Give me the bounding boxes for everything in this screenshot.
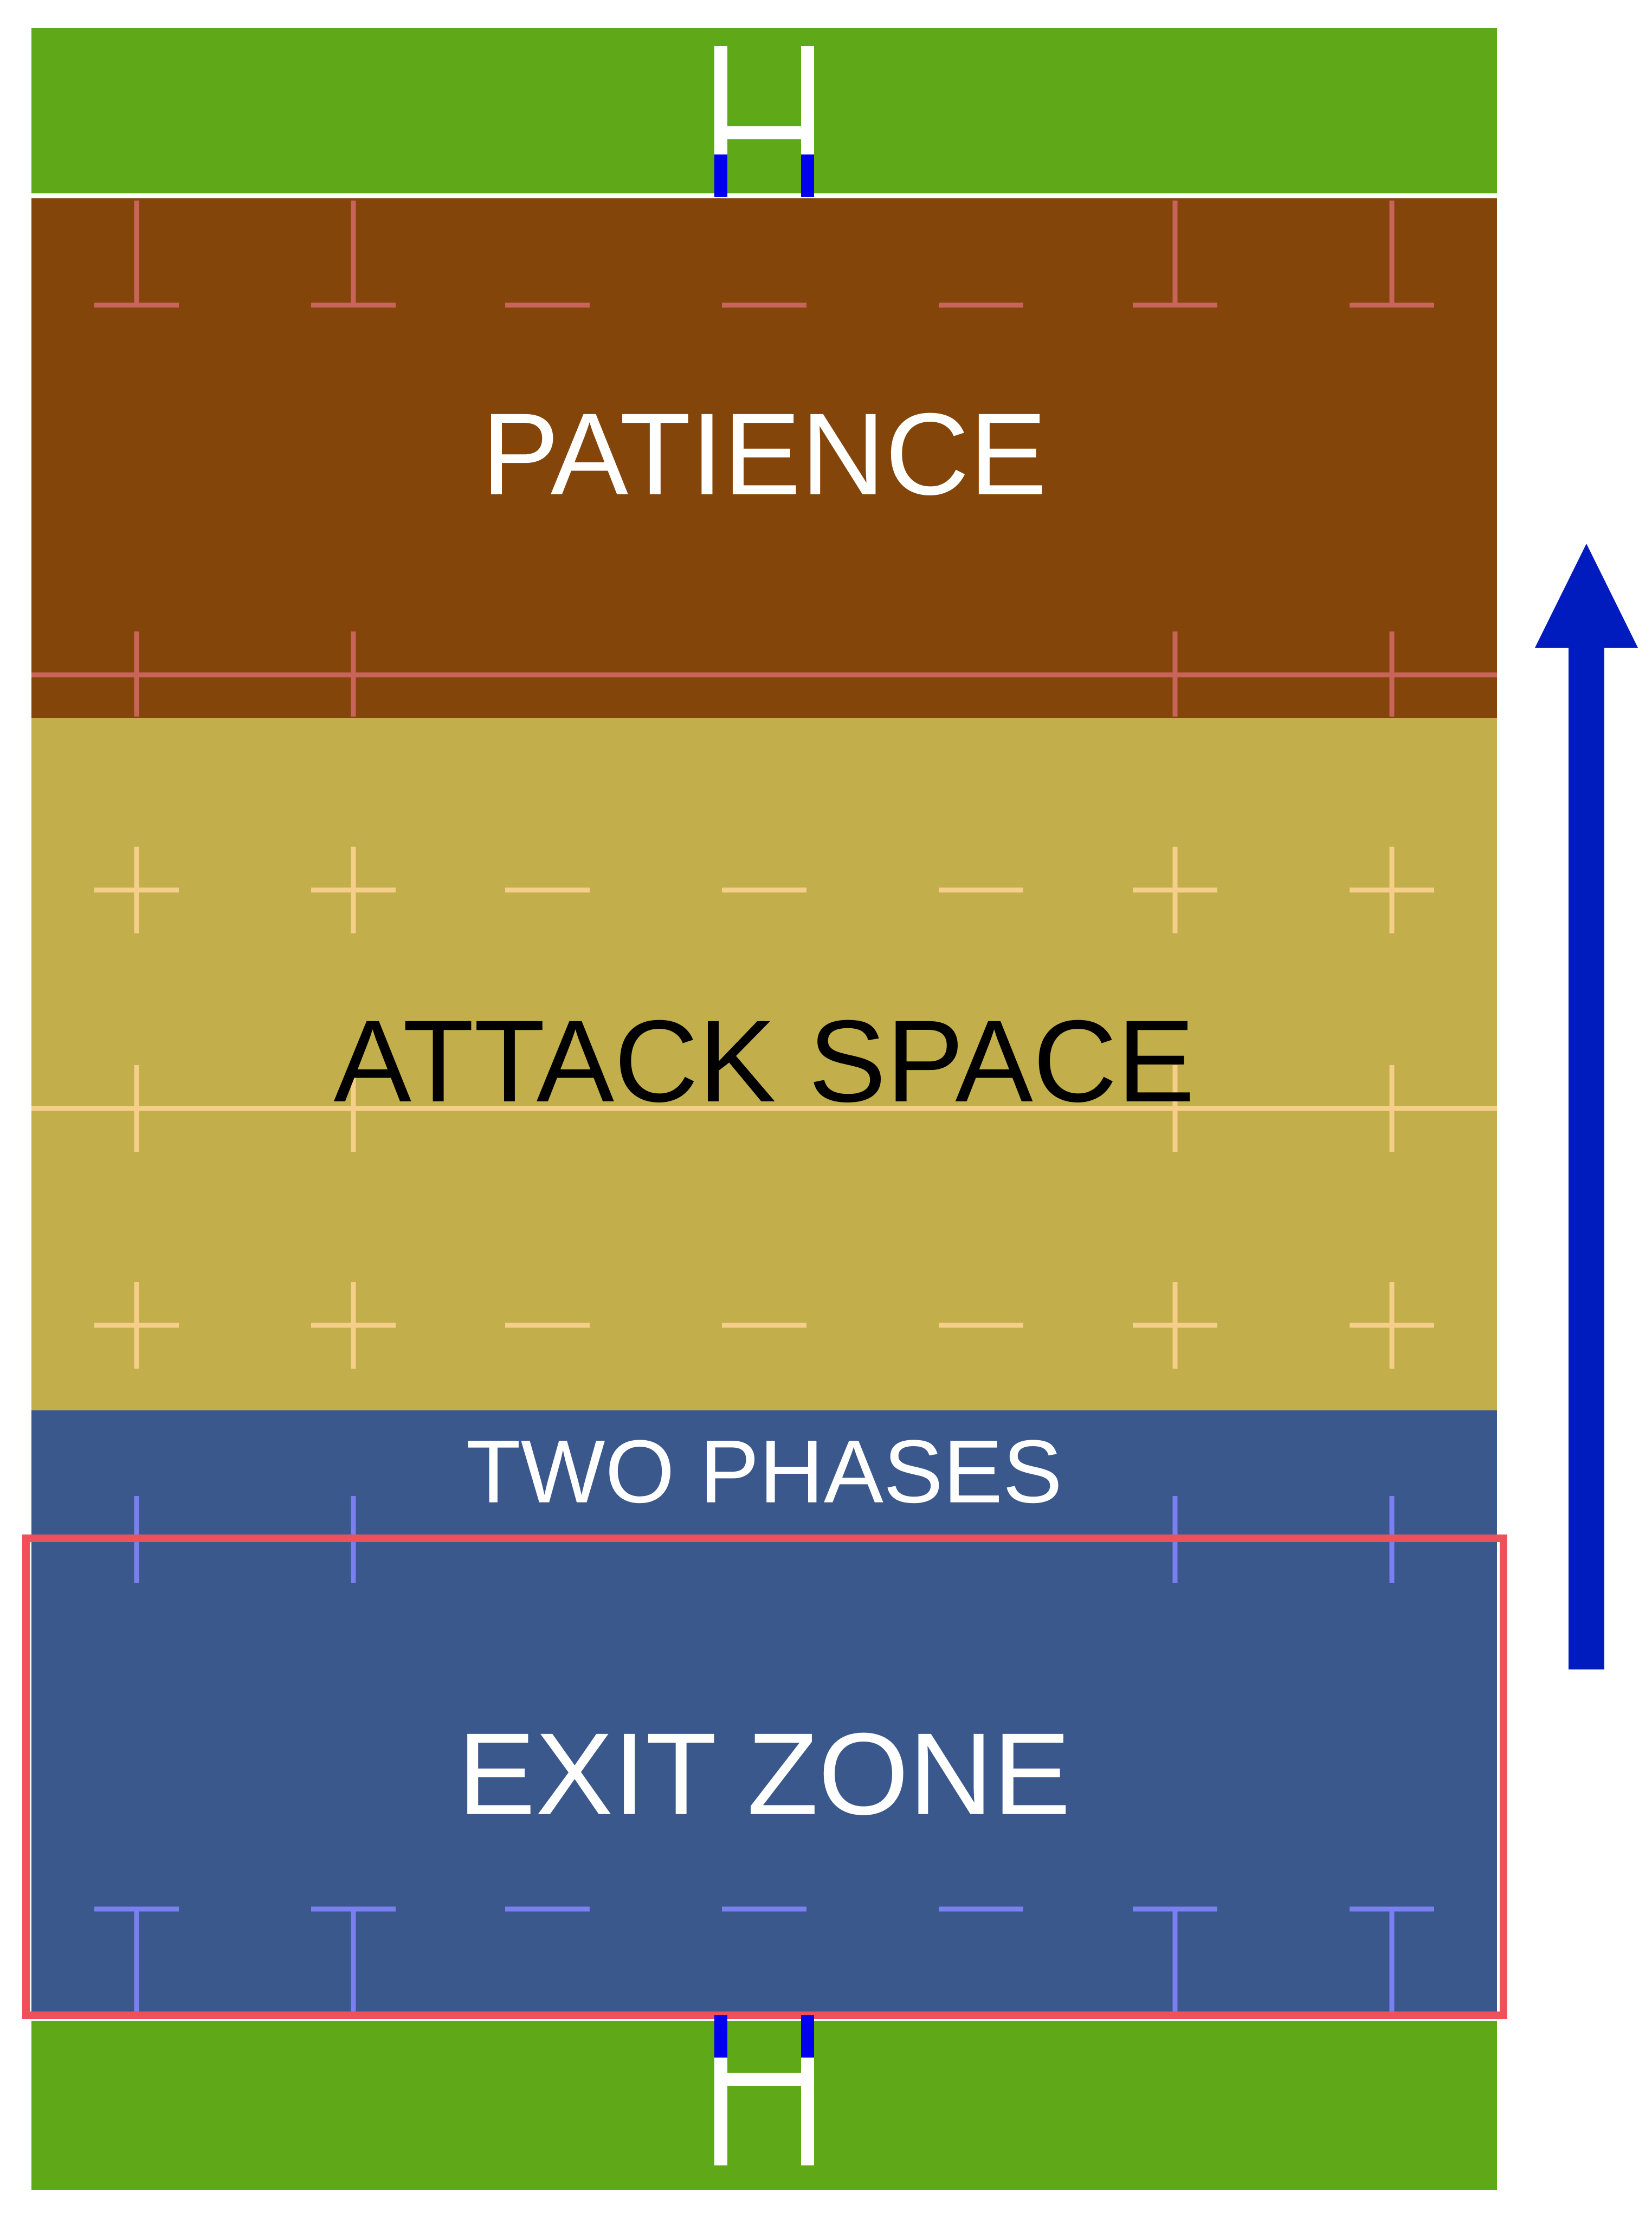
bottom-goal-posts-icon: [714, 2015, 814, 2165]
top-goal-posts-icon: [714, 46, 814, 197]
attack-direction-arrow-icon: [1535, 544, 1638, 1669]
bottom-in-goal-area: [31, 2021, 1497, 2190]
patience-label: PATIENCE: [481, 389, 1047, 519]
top-in-goal-area: [31, 28, 1497, 194]
attack-space-label: ATTACK SPACE: [334, 996, 1195, 1126]
attack-space-zone: [31, 718, 1497, 1410]
patience-zone: [31, 198, 1497, 718]
two-phases-zone: [31, 1410, 1497, 2021]
exit-zone-label: EXIT ZONE: [458, 1708, 1071, 1839]
field-markings: [31, 193, 1497, 2021]
two-phases-label: TWO PHASES: [466, 1422, 1062, 1521]
exit-zone-highlight: [22, 1534, 1507, 2019]
